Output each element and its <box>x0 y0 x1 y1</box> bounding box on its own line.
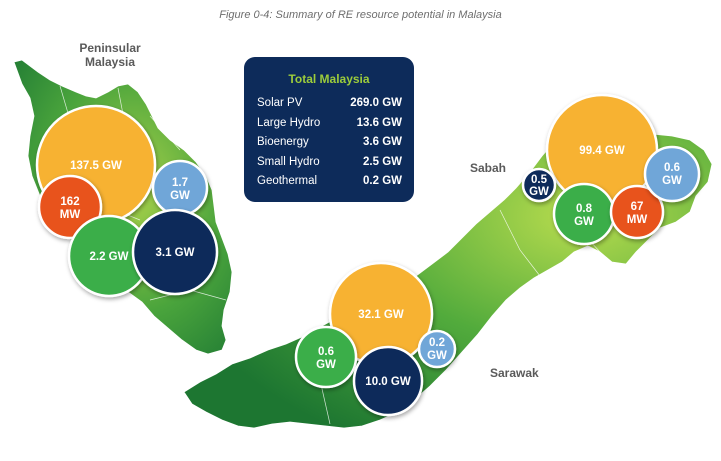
bubble-sabah-large-hydro-label2: GW <box>529 186 549 198</box>
bubble-sabah-large-hydro: 0.5 GW <box>521 167 557 203</box>
summary-row-name: Small Hydro <box>257 155 320 168</box>
bubble-sarawak-small-hydro-label1: 0.2 <box>429 337 445 349</box>
figure-title: Figure 0-4: Summary of RE resource poten… <box>219 9 502 21</box>
summary-row-name: Geothermal <box>257 175 318 187</box>
bubble-sarawak-solar-pv-label: 32.1 GW <box>358 309 404 321</box>
summary-row-name: Large Hydro <box>257 116 321 129</box>
bubble-peninsular-large-hydro: 3.1 GW <box>131 208 219 296</box>
summary-row: Large Hydro 13.6 GW <box>244 117 414 137</box>
bubble-sabah-small-hydro: 0.6 GW <box>643 145 701 203</box>
bubble-sabah-geothermal: 67 MW <box>609 184 665 240</box>
bubble-peninsular-geothermal-label2: MW <box>60 209 81 221</box>
bubble-sarawak-bioenergy: 0.6 GW <box>294 325 358 389</box>
bubble-peninsular-bioenergy-label: 2.2 GW <box>90 251 129 263</box>
label-peninsular-line2: Malaysia <box>85 55 135 69</box>
bubble-sabah-bioenergy-label1: 0.8 <box>576 203 593 215</box>
summary-row: Bioenergy 3.6 GW <box>244 136 414 156</box>
bubble-peninsular-geothermal-label1: 162 <box>60 196 79 208</box>
summary-row: Geothermal 0.2 GW <box>244 175 414 195</box>
summary-row-value: 3.6 GW <box>363 136 402 148</box>
label-sarawak: Sarawak <box>490 366 539 380</box>
summary-row: Solar PV 269.0 GW <box>244 97 414 117</box>
bubble-peninsular-solar-pv-label: 137.5 GW <box>70 160 122 172</box>
bubble-peninsular-small-hydro-label2: GW <box>170 190 190 202</box>
bubble-sabah-small-hydro-label1: 0.6 <box>664 162 680 174</box>
summary-row-value: 2.5 GW <box>363 155 402 168</box>
bubble-sarawak-large-hydro: 10.0 GW <box>352 345 424 417</box>
summary-title: Total Malaysia <box>288 72 370 86</box>
bubble-sarawak-bioenergy-label1: 0.6 <box>318 346 334 358</box>
bubble-sabah-solar-pv-label: 99.4 GW <box>579 145 625 157</box>
bubble-sarawak-small-hydro: 0.2 GW <box>417 329 457 369</box>
bubble-sabah-geothermal-label2: MW <box>627 214 648 226</box>
label-peninsular-line1: Peninsular <box>79 41 141 55</box>
bubble-sarawak-large-hydro-label: 10.0 GW <box>365 376 411 388</box>
bubble-sabah-bioenergy-label2: GW <box>574 216 594 228</box>
summary-row-value: 0.2 GW <box>363 175 402 187</box>
bubble-peninsular-small-hydro-label1: 1.7 <box>172 177 188 189</box>
label-sabah: Sabah <box>470 161 506 175</box>
bubble-peninsular-large-hydro-label: 3.1 GW <box>156 247 195 259</box>
summary-row-name: Solar PV <box>257 97 303 109</box>
summary-row: Small Hydro 2.5 GW <box>244 156 414 176</box>
bubble-sabah-geothermal-label1: 67 <box>631 201 644 213</box>
summary-row-name: Bioenergy <box>257 136 309 148</box>
bubble-sarawak-bioenergy-label2: GW <box>316 359 336 371</box>
bubble-peninsular-small-hydro: 1.7 GW <box>151 159 209 217</box>
bubble-sabah-bioenergy: 0.8 GW <box>552 182 616 246</box>
summary-row-value: 269.0 GW <box>350 97 402 109</box>
bubble-sabah-large-hydro-label1: 0.5 <box>531 174 548 186</box>
bubble-sarawak-small-hydro-label2: GW <box>427 350 447 362</box>
bubble-sabah-small-hydro-label2: GW <box>662 175 682 187</box>
summary-row-value: 13.6 GW <box>356 116 402 129</box>
summary-box: Total Malaysia Solar PV 269.0 GW Large H… <box>244 57 414 202</box>
